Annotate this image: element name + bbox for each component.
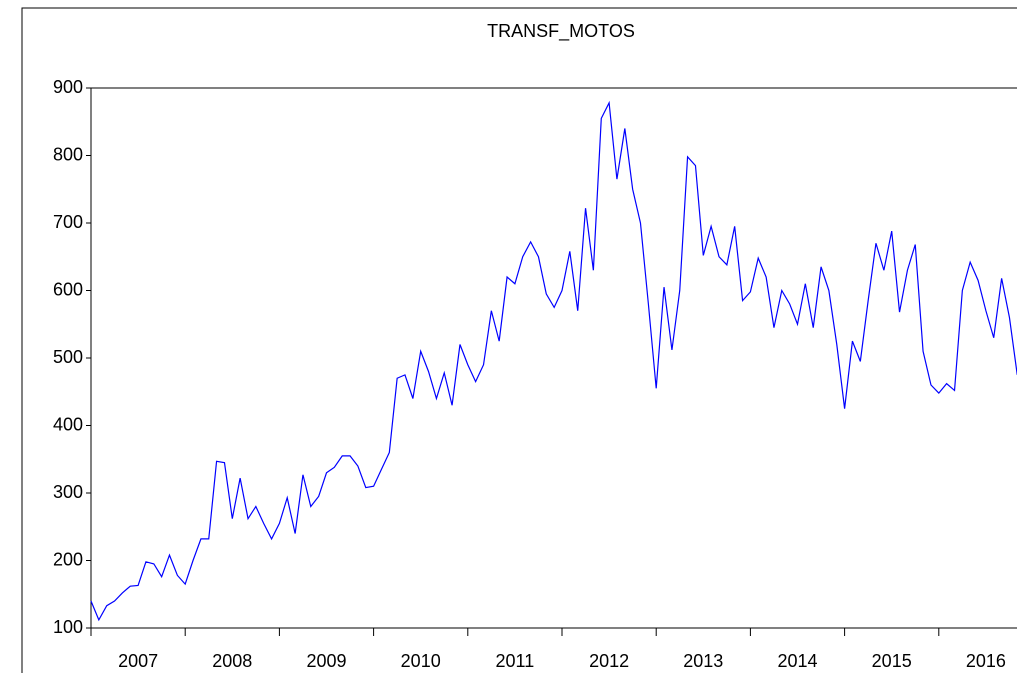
chart-title: TRANSF_MOTOS bbox=[487, 21, 635, 42]
x-tick-label: 2011 bbox=[496, 651, 535, 671]
y-tick-label: 800 bbox=[53, 144, 83, 164]
x-tick-label: 2008 bbox=[212, 651, 252, 671]
x-tick-label: 2009 bbox=[306, 651, 346, 671]
x-tick-label: 2014 bbox=[777, 651, 817, 671]
y-tick-label: 300 bbox=[53, 482, 83, 502]
y-tick-label: 600 bbox=[53, 279, 83, 299]
y-tick-label: 500 bbox=[53, 347, 83, 367]
x-tick-label: 2015 bbox=[872, 651, 912, 671]
x-tick-label: 2016 bbox=[966, 651, 1006, 671]
y-tick-label: 700 bbox=[53, 212, 83, 232]
x-tick-label: 2012 bbox=[589, 651, 629, 671]
y-tick-label: 400 bbox=[53, 414, 83, 434]
y-tick-label: 900 bbox=[53, 77, 83, 97]
outer-frame bbox=[21, 7, 1017, 673]
y-tick-label: 100 bbox=[53, 617, 83, 637]
x-tick-label: 2010 bbox=[401, 651, 441, 671]
x-tick-label: 2013 bbox=[683, 651, 723, 671]
y-tick-label: 200 bbox=[53, 549, 83, 569]
x-tick-label: 2007 bbox=[118, 651, 158, 671]
data-line bbox=[90, 100, 1017, 622]
